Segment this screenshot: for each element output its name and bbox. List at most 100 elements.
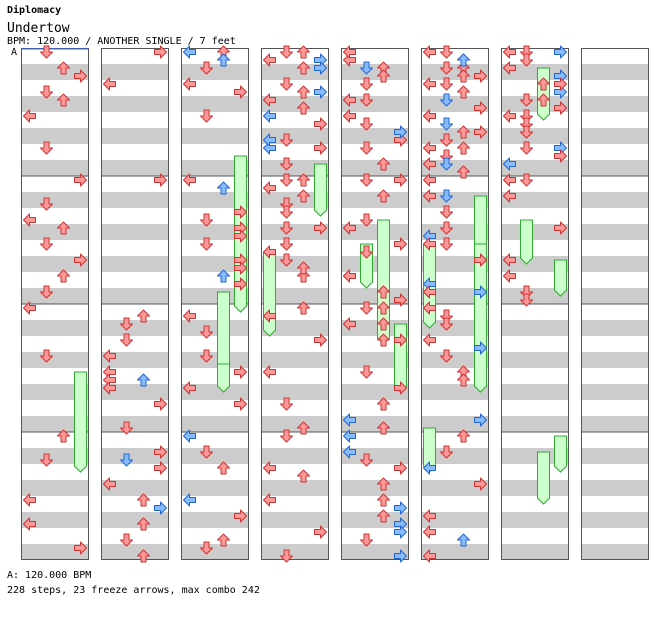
bpm-start-marker: A	[11, 47, 18, 58]
step-arrow-right	[234, 397, 247, 411]
beat-stripe	[261, 128, 329, 144]
beat-stripe	[261, 512, 329, 528]
beat-stripe	[261, 320, 329, 336]
beat-stripe	[101, 64, 169, 80]
step-arrow-down	[280, 173, 293, 187]
step-arrow-right	[394, 333, 407, 347]
step-arrow-up	[377, 421, 390, 435]
step-arrow-left	[263, 93, 276, 107]
beat-stripe	[421, 416, 489, 432]
beat-stripe	[581, 512, 649, 528]
step-arrow-down	[360, 117, 373, 131]
step-arrow-left	[263, 133, 276, 147]
step-arrow-left	[23, 301, 36, 315]
beat-stripe	[341, 64, 409, 80]
step-arrow-right	[474, 285, 487, 299]
song-title: Diplomacy	[7, 5, 62, 16]
step-arrow-up	[457, 53, 470, 67]
step-arrow-down	[200, 213, 213, 227]
step-arrow-left	[423, 301, 436, 315]
beat-stripe	[421, 384, 489, 400]
beat-stripe	[261, 544, 329, 560]
beat-stripe	[501, 288, 569, 304]
beat-stripe	[21, 160, 89, 176]
step-arrow-right	[474, 69, 487, 83]
beat-stripe	[181, 128, 249, 144]
beat-stripe	[581, 128, 649, 144]
step-arrow-down	[120, 421, 133, 435]
beat-stripe	[261, 416, 329, 432]
step-arrow-down	[120, 453, 133, 467]
beat-stripe	[261, 352, 329, 368]
step-arrow-up	[457, 69, 470, 83]
beat-stripe	[341, 224, 409, 240]
step-arrow-right	[474, 341, 487, 355]
step-arrow-up	[457, 429, 470, 443]
step-arrow-right	[234, 229, 247, 243]
beat-stripe	[181, 480, 249, 496]
beat-stripe	[501, 256, 569, 272]
freeze-arrow	[217, 291, 230, 377]
beat-stripe	[501, 192, 569, 208]
step-arrow-left	[423, 509, 436, 523]
beat-stripe	[421, 160, 489, 176]
step-arrow-left	[183, 77, 196, 91]
step-arrow-left	[423, 333, 436, 347]
step-arrow-right	[394, 461, 407, 475]
beat-stripe	[101, 320, 169, 336]
beat-stripe	[421, 480, 489, 496]
step-arrow-left	[263, 181, 276, 195]
beat-stripe	[261, 192, 329, 208]
chart-column	[501, 48, 569, 560]
beat-stripe	[181, 192, 249, 208]
step-arrow-down	[280, 205, 293, 219]
freeze-arrow	[520, 219, 533, 265]
step-arrow-down	[360, 61, 373, 75]
step-arrow-up	[377, 189, 390, 203]
beat-stripe	[581, 480, 649, 496]
step-arrow-down	[360, 365, 373, 379]
step-arrow-right	[154, 397, 167, 411]
beat-stripe	[21, 416, 89, 432]
bpm-summary: A: 120.000 BPM	[7, 570, 92, 581]
chart-column	[261, 48, 329, 560]
beat-stripe	[501, 224, 569, 240]
beat-stripe	[501, 512, 569, 528]
step-arrow-left	[183, 45, 196, 59]
beat-stripe	[101, 160, 169, 176]
step-arrow-down	[360, 213, 373, 227]
beat-stripe	[341, 512, 409, 528]
beat-stripe	[341, 480, 409, 496]
beat-stripe	[581, 544, 649, 560]
step-arrow-right	[554, 221, 567, 235]
step-arrow-up	[137, 517, 150, 531]
beat-stripe	[581, 256, 649, 272]
beat-stripe	[501, 480, 569, 496]
step-arrow-right	[234, 365, 247, 379]
beat-stripe	[421, 224, 489, 240]
step-arrow-up	[377, 477, 390, 491]
beat-stripe	[101, 480, 169, 496]
beat-stripe	[181, 320, 249, 336]
step-arrow-left	[503, 61, 516, 75]
step-arrow-up	[457, 533, 470, 547]
step-arrow-down	[40, 349, 53, 363]
step-arrow-down	[360, 245, 373, 259]
beat-stripe	[581, 416, 649, 432]
step-arrow-left	[423, 237, 436, 251]
column-border	[261, 48, 329, 560]
step-arrow-left	[423, 45, 436, 59]
step-arrow-down	[280, 549, 293, 563]
step-arrow-up	[377, 397, 390, 411]
beat-stripe	[501, 320, 569, 336]
step-arrow-left	[423, 157, 436, 171]
step-arrow-right	[314, 141, 327, 155]
step-arrow-down	[280, 429, 293, 443]
step-arrow-right	[234, 509, 247, 523]
beat-stripe	[21, 192, 89, 208]
artist-name: Undertow	[7, 21, 70, 36]
step-arrow-down	[200, 237, 213, 251]
step-arrow-left	[183, 493, 196, 507]
step-arrow-down	[280, 397, 293, 411]
